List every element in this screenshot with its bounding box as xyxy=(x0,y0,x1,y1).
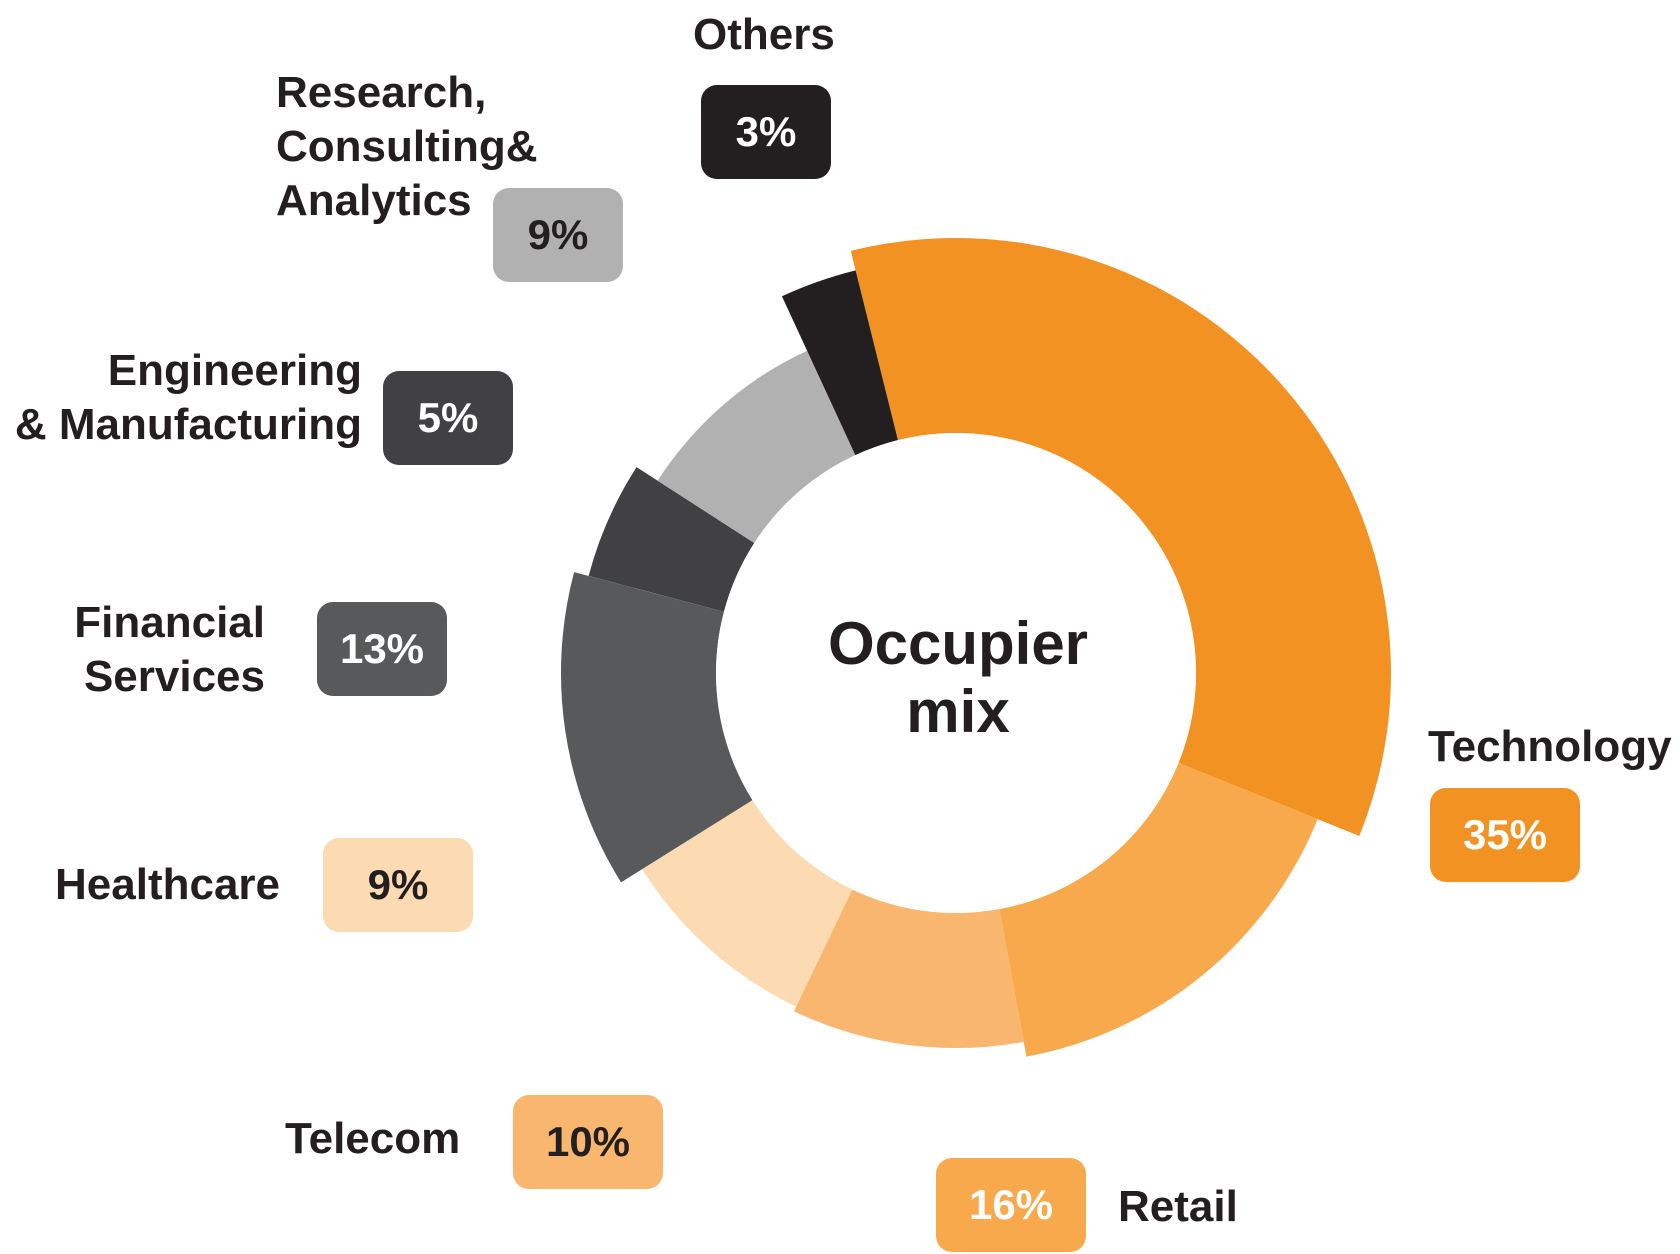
label-research-consulting-analytics: Research, Consulting& Analytics xyxy=(276,68,538,225)
slice-telecom xyxy=(793,889,1024,1049)
slice-retail xyxy=(999,762,1318,1057)
slice-others xyxy=(781,270,898,456)
label-others: Others xyxy=(693,10,835,59)
badge-healthcare: 9% xyxy=(323,838,473,932)
label-engineering-manufacturing: Engineering & Manufacturing xyxy=(14,346,362,449)
slice-engineering-manufacturing xyxy=(588,467,755,612)
label-healthcare: Healthcare xyxy=(55,860,281,909)
badge-financial-services: 13% xyxy=(317,602,447,696)
label-financial-services: Financial Services xyxy=(74,598,265,701)
label-telecom: Telecom xyxy=(285,1114,461,1163)
slice-research-consulting-analytics xyxy=(657,350,856,543)
badge-others: 3% xyxy=(701,85,831,179)
badge-research-consulting-analytics: 9% xyxy=(493,188,623,282)
chart-center-label: Occupier mix xyxy=(827,610,1089,745)
slice-healthcare xyxy=(642,800,853,1007)
label-retail: Retail xyxy=(1118,1182,1238,1231)
label-technology: Technology xyxy=(1428,722,1672,771)
slice-financial-services xyxy=(560,572,753,883)
badge-telecom: 10% xyxy=(513,1095,663,1189)
badge-retail: 16% xyxy=(936,1158,1086,1252)
badge-engineering-manufacturing: 5% xyxy=(383,371,513,465)
slice-technology xyxy=(850,237,1391,836)
donut-hole xyxy=(716,433,1196,913)
badge-technology: 35% xyxy=(1430,788,1580,882)
